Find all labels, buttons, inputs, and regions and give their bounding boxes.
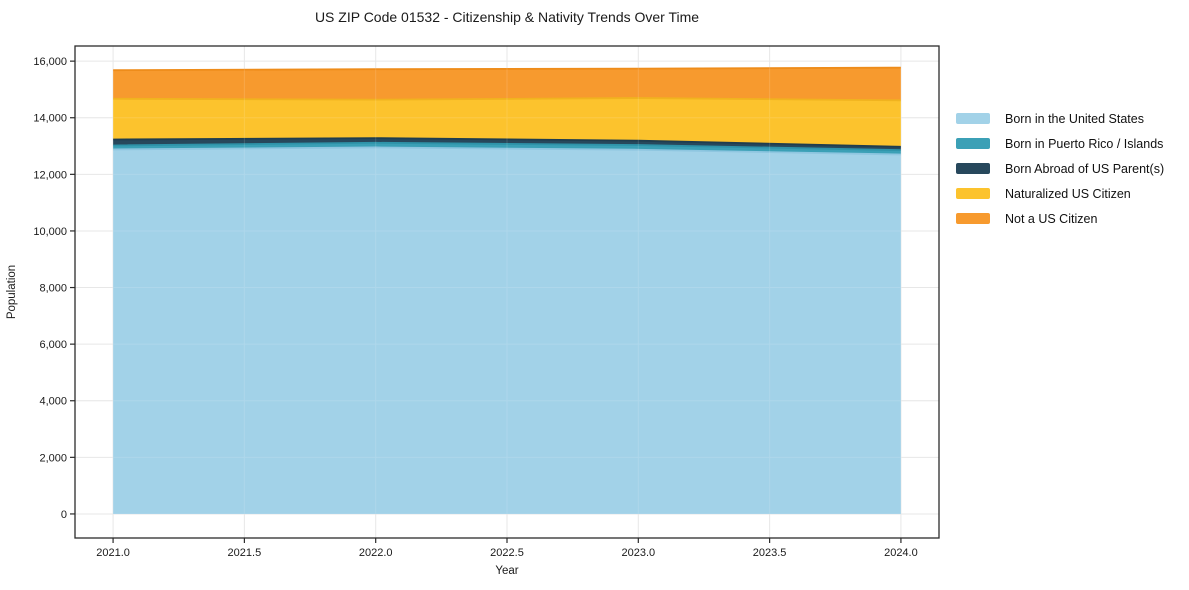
legend-label: Born in Puerto Rico / Islands: [1005, 136, 1164, 151]
legend-swatch-icon: [956, 113, 990, 124]
area-bands: [113, 67, 901, 514]
y-tick-label: 6,000: [39, 339, 67, 351]
x-tick-label: 2023.5: [753, 547, 787, 559]
legend-swatch-icon: [956, 188, 990, 199]
band-edge-lines: [113, 66, 901, 156]
legend-label: Not a US Citizen: [1005, 211, 1098, 226]
axis-ticks: [70, 60, 902, 543]
legend-item-3: Naturalized US Citizen: [956, 181, 1164, 206]
y-tick-label: 14,000: [33, 113, 67, 125]
y-tick-label: 16,000: [33, 56, 67, 68]
area-band-3: [113, 98, 901, 147]
y-tick-label: 12,000: [33, 169, 67, 181]
y-tick-label: 8,000: [39, 283, 67, 295]
area-band-0: [113, 147, 901, 514]
legend-swatch-icon: [956, 138, 990, 149]
legend-item-2: Born Abroad of US Parent(s): [956, 156, 1164, 181]
y-tick-label: 10,000: [33, 226, 67, 238]
area-band-2: [113, 138, 901, 151]
area-band-4: [113, 67, 901, 101]
legend-swatch-icon: [956, 163, 990, 174]
legend-item-0: Born in the United States: [956, 106, 1164, 131]
legend-label: Naturalized US Citizen: [1005, 186, 1131, 201]
x-tick-label: 2021.0: [96, 547, 130, 559]
legend-item-4: Not a US Citizen: [956, 206, 1164, 231]
chart-title: US ZIP Code 01532 - Citizenship & Nativi…: [315, 9, 699, 25]
gridline-overlay: [75, 46, 939, 538]
x-tick-label: 2021.5: [228, 547, 262, 559]
y-axis-label: Population: [6, 265, 18, 319]
band-top-line-4: [113, 66, 901, 72]
y-tick-label: 4,000: [39, 396, 67, 408]
chart-legend: Born in the United States Born in Puerto …: [956, 106, 1164, 231]
x-tick-label: 2022.0: [359, 547, 393, 559]
axis-tick-labels: 0 2,000 4,000 6,000 8,000 10,000 12,000 14,000 1…: [33, 56, 917, 559]
band-top-line-1: [113, 141, 901, 152]
x-tick-label: 2023.0: [621, 547, 655, 559]
legend-label: Born in the United States: [1005, 111, 1144, 126]
band-top-line-2: [113, 137, 901, 148]
x-tick-label: 2022.5: [490, 547, 524, 559]
band-top-line-0: [113, 146, 901, 156]
x-tick-label: 2024.0: [884, 547, 918, 559]
legend-item-1: Born in Puerto Rico / Islands: [956, 131, 1164, 156]
y-tick-label: 2,000: [39, 452, 67, 464]
legend-label: Born Abroad of US Parent(s): [1005, 161, 1165, 176]
legend-swatch-icon: [956, 213, 990, 224]
y-tick-label: 0: [61, 509, 67, 521]
band-top-line-3: [113, 97, 901, 102]
area-band-1: [113, 142, 901, 155]
x-axis-label: Year: [495, 565, 518, 577]
